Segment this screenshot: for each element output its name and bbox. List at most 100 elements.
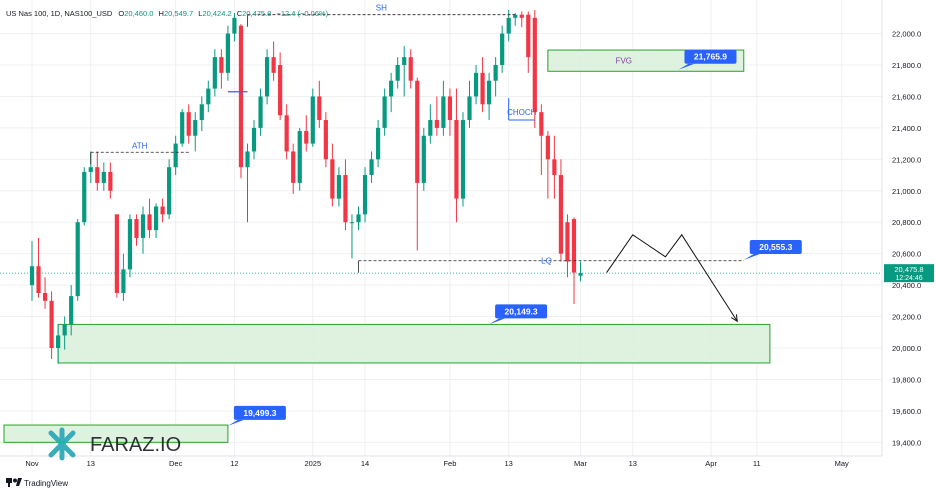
zone-layer[interactable]: FVG — [3, 49, 771, 443]
candle — [480, 57, 485, 113]
candle — [199, 96, 204, 132]
open-value: 20,460.0 — [124, 9, 153, 18]
callout-value: 19,499.3 — [243, 408, 276, 418]
time-tick-label: 13 — [87, 459, 95, 468]
candle — [108, 162, 113, 199]
candle — [36, 237, 41, 298]
candle-body — [500, 33, 505, 65]
candle-body — [121, 269, 126, 293]
legend-header: US Nas 100, 1D, NAS100_USD O20,460.0 H20… — [6, 9, 329, 18]
time-tick-label: 12 — [230, 459, 238, 468]
choch-label: CHOCH — [507, 108, 537, 117]
candle-body — [101, 171, 106, 183]
time-tick-label: Nov — [25, 459, 39, 468]
candle — [82, 167, 87, 226]
candle-body — [323, 120, 328, 160]
candle-body — [447, 96, 453, 121]
price-tick-label: 19,400.0 — [892, 438, 921, 447]
candle — [421, 127, 426, 191]
callout-value: 20,555.3 — [759, 242, 792, 252]
candle-body — [375, 127, 381, 160]
candle-body — [134, 219, 139, 238]
projection-path[interactable] — [606, 233, 738, 322]
candle-body — [160, 206, 165, 215]
candle-layer — [29, 9, 583, 364]
candle-body — [82, 171, 87, 223]
candle-body — [317, 96, 322, 121]
candle — [336, 167, 342, 207]
callout-box[interactable] — [495, 304, 548, 319]
candle-body — [284, 115, 289, 152]
candle-body — [519, 14, 524, 18]
candle — [245, 143, 250, 223]
candle — [134, 214, 139, 246]
price-tick-label: 21,600.0 — [892, 92, 921, 101]
time-tick-label: Apr — [705, 459, 717, 468]
candle — [186, 104, 191, 144]
zone-label: FVG — [616, 57, 632, 66]
callout-box[interactable] — [233, 405, 286, 420]
candle-body — [297, 131, 302, 183]
candle — [206, 80, 211, 113]
candle — [513, 13, 518, 26]
candle-body — [245, 151, 250, 168]
candle-body — [526, 14, 531, 58]
candle — [487, 72, 492, 121]
candle-body — [473, 72, 479, 97]
price-tick-label: 20,000.0 — [892, 344, 921, 353]
candle — [467, 80, 472, 128]
candle-body — [108, 171, 113, 191]
watermark-text: FARAZ.IO — [90, 434, 181, 456]
candle-body — [75, 222, 80, 297]
candle-body — [552, 159, 557, 176]
candle — [539, 104, 544, 176]
price-tick-label: 21,000.0 — [892, 187, 921, 196]
candle-body — [487, 80, 492, 105]
candle-body — [62, 324, 67, 336]
candle — [415, 77, 420, 251]
candle-body — [193, 120, 198, 136]
annotation-layer[interactable]: ATH LQ SH CHOCH 21,765.9 20,555.3 20,149.3 19,4… — [0, 4, 882, 426]
candle — [49, 291, 54, 360]
candle — [69, 285, 74, 336]
candle-body — [513, 14, 518, 18]
time-tick-label: 13 — [505, 459, 513, 468]
candle-body — [238, 25, 244, 168]
candle-body — [428, 120, 433, 136]
axis-layer[interactable]: 19,400.0 19,600.0 19,800.0 20,000.0 20,200.0… — [0, 0, 934, 468]
candle-body — [153, 206, 159, 231]
candle — [441, 80, 446, 136]
candle-body — [140, 214, 146, 238]
candle-body — [434, 120, 439, 128]
candle-body — [349, 222, 355, 224]
candle — [238, 24, 244, 179]
tradingview-brand[interactable]: TradingView — [6, 478, 68, 488]
price-tick-label: 20,200.0 — [892, 313, 921, 322]
candle — [258, 88, 263, 136]
callout-value: 21,765.9 — [694, 52, 727, 62]
low-value: 20,424.2 — [202, 9, 231, 18]
zone-box[interactable] — [57, 323, 771, 364]
candle-body — [88, 167, 93, 172]
candle-body — [493, 65, 498, 81]
candle-body — [36, 266, 41, 293]
candle-body — [225, 33, 230, 73]
candle — [395, 57, 400, 89]
candle — [56, 324, 61, 364]
callout-box[interactable] — [749, 239, 802, 254]
candle-body — [558, 175, 564, 254]
price-tick-label: 19,800.0 — [892, 375, 921, 384]
price-tick-label: 19,600.0 — [892, 407, 921, 416]
candle-body — [42, 292, 48, 301]
grid-layer — [0, 0, 882, 456]
time-tick-label: Feb — [443, 459, 456, 468]
candle — [428, 104, 433, 144]
candle — [101, 162, 106, 191]
last-price-badge[interactable] — [884, 264, 934, 283]
open-label: O — [118, 9, 124, 18]
candle-body — [69, 296, 74, 325]
time-tick-label: 2025 — [304, 459, 321, 468]
callout-box[interactable] — [684, 49, 737, 64]
candle-body — [186, 112, 191, 136]
